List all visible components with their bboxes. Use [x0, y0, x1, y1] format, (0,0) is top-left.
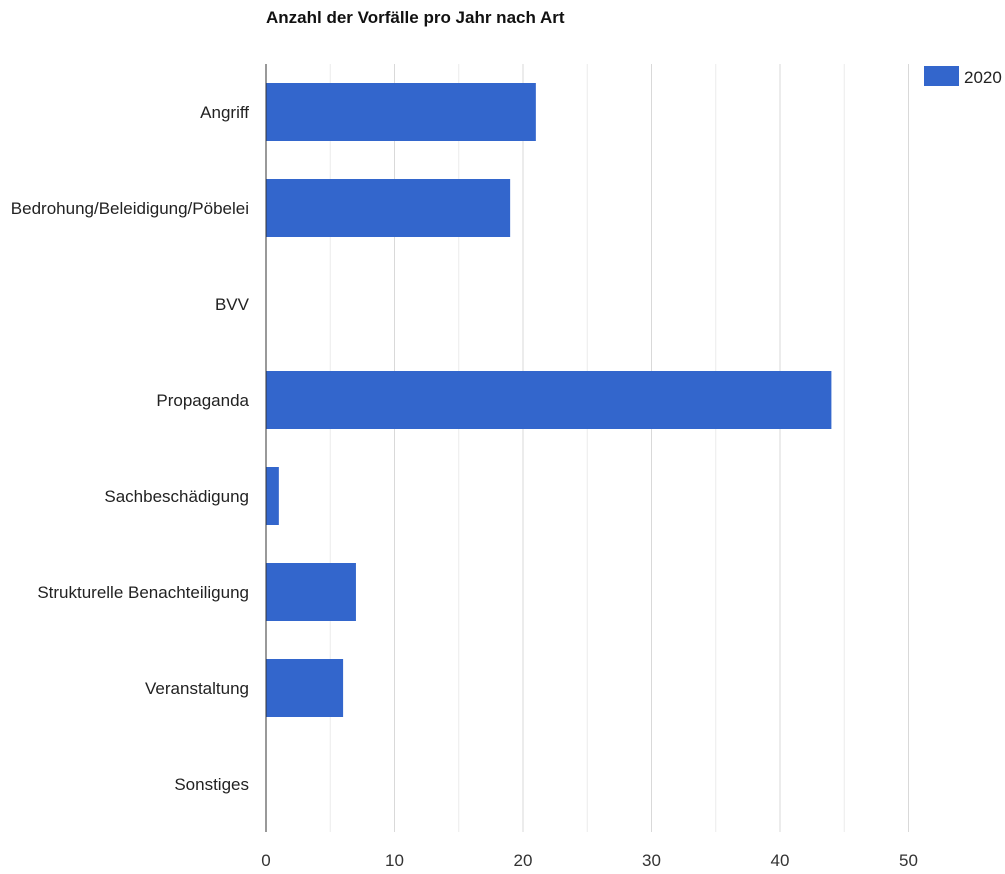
bar-5 [266, 563, 356, 621]
chart-title: Anzahl der Vorfälle pro Jahr nach Art [266, 8, 565, 27]
category-label: Sonstiges [174, 775, 249, 794]
bar-0 [266, 83, 536, 141]
category-label: Veranstaltung [145, 679, 249, 698]
category-label: Strukturelle Benachteiligung [37, 583, 249, 602]
x-tick-label: 10 [385, 851, 404, 870]
x-tick-label: 0 [261, 851, 270, 870]
category-label: Bedrohung/Beleidigung/Pöbelei [11, 199, 249, 218]
legend-label: 2020 [964, 68, 1002, 87]
x-tick-label: 30 [642, 851, 661, 870]
category-label: BVV [215, 295, 250, 314]
x-tick-label: 50 [899, 851, 918, 870]
category-label: Sachbeschädigung [104, 487, 249, 506]
category-label: Angriff [200, 103, 249, 122]
legend-swatch [924, 66, 959, 86]
bar-3 [266, 371, 832, 429]
category-label: Propaganda [156, 391, 249, 410]
bar-1 [266, 179, 511, 237]
bar-4 [266, 467, 279, 525]
x-tick-label: 20 [514, 851, 533, 870]
bar-6 [266, 659, 344, 717]
x-tick-label: 40 [771, 851, 790, 870]
